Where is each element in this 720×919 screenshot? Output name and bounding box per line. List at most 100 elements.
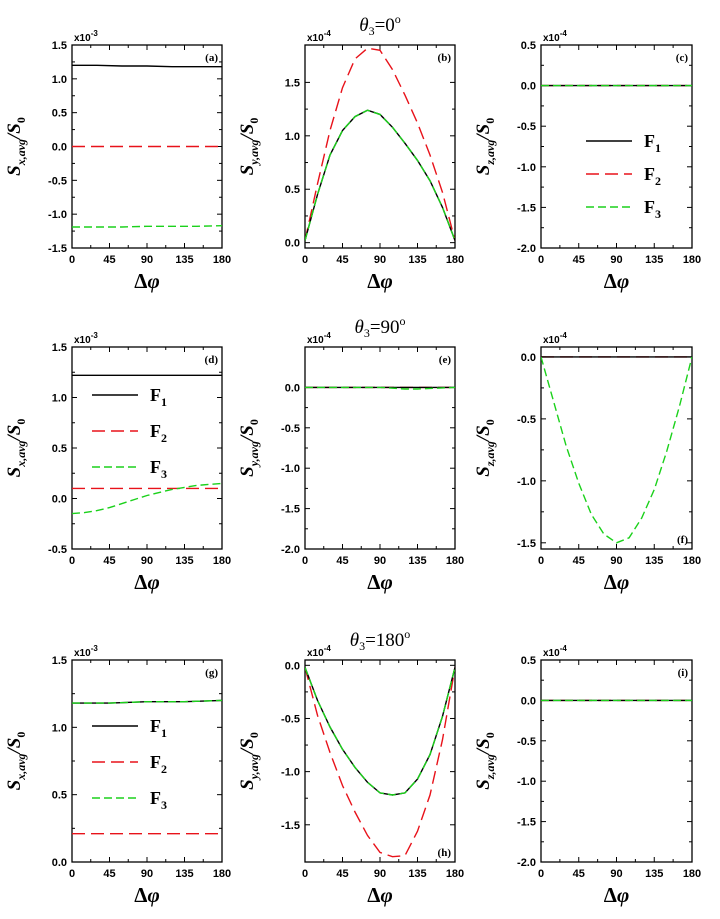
x-tick-label: 180: [213, 555, 231, 567]
axis-multiplier: x10-3: [74, 331, 98, 346]
x-label-phi: φ: [617, 570, 629, 594]
x-tick-label: 45: [103, 868, 115, 880]
panel-c: 0 45 90 135 180 -2.0 -1.5 -1.0 -0.5 0.0 0.5 x10-4 (c…: [473, 29, 701, 293]
x-tick-label: 135: [408, 555, 426, 567]
row-title: θ3=0o: [359, 12, 401, 38]
y-tick-label: 0.0: [52, 142, 67, 154]
degree: o: [400, 314, 406, 328]
series-line-f3: [541, 356, 692, 544]
y-label-S: S: [237, 165, 258, 176]
y-label-slash: /S: [237, 124, 258, 142]
legend-label: F2: [150, 752, 167, 776]
y-label-slash: /S: [4, 738, 25, 756]
y-tick-label: 1.5: [52, 655, 67, 667]
y-tick-label: 1.5: [52, 40, 67, 52]
y-axis-label: Sz,avg/S0: [473, 419, 497, 476]
y-label-sub0: 0: [14, 419, 28, 425]
panel-label: (e): [439, 354, 452, 366]
y-tick-label: -1.5: [517, 538, 536, 550]
y-tick-label: 1.5: [285, 77, 300, 89]
x-label-delta: Δ: [367, 570, 380, 594]
y-tick-label: 0.5: [52, 108, 67, 120]
multiplier-exponent: -4: [324, 644, 332, 653]
x-label-delta: Δ: [134, 269, 147, 293]
y-tick-label: 0.0: [52, 494, 67, 506]
legend-label: F3: [150, 788, 167, 812]
y-tick-label: 0.5: [521, 655, 536, 667]
series-line-f3: [72, 225, 222, 228]
y-tick-label: -1.0: [517, 476, 536, 488]
x-label-delta: Δ: [604, 570, 617, 594]
legend-F: F: [150, 752, 161, 772]
theta-sub: 3: [369, 24, 375, 38]
series-line-f2: [305, 47, 455, 241]
y-tick-label: -1.5: [517, 202, 536, 214]
y-tick-label: 0.5: [52, 790, 67, 802]
y-tick-label: -1.5: [281, 820, 300, 832]
degree: o: [404, 627, 410, 641]
legend-label: F1: [644, 131, 661, 155]
y-label-S: S: [4, 780, 25, 791]
y-tick-label: 0.0: [52, 857, 67, 869]
y-tick-label: -1.0: [517, 162, 536, 174]
x-tick-label: 135: [408, 868, 426, 880]
y-tick-label: -1.5: [281, 504, 300, 516]
equals: =180: [365, 630, 404, 651]
y-label-S: S: [473, 779, 494, 790]
x-tick-label: 135: [408, 254, 426, 266]
x-axis-label: Δφ: [367, 269, 392, 293]
panel-label: (b): [438, 52, 452, 64]
y-label-slash: /S: [473, 425, 494, 443]
y-axis-label: Sy,avg/S0: [237, 118, 261, 176]
x-tick-label: 90: [610, 254, 622, 266]
y-tick-label: 0.0: [285, 660, 300, 672]
plot-frame: [71, 346, 223, 550]
x-tick-label: 135: [645, 868, 663, 880]
x-tick-label: 135: [645, 555, 663, 567]
x-tick-label: 135: [175, 555, 193, 567]
legend-label: F2: [150, 421, 167, 445]
x-tick-label: 0: [538, 868, 544, 880]
x-tick-label: 180: [213, 868, 231, 880]
x-tick-label: 180: [446, 254, 464, 266]
x-tick-label: 45: [336, 254, 348, 266]
row-title: θ3=90o: [354, 314, 405, 340]
y-label-sub: y,avg: [247, 754, 261, 781]
y-tick-label: -0.5: [48, 175, 67, 187]
multiplier-exponent: -3: [91, 331, 99, 340]
theta: θ: [350, 630, 359, 651]
x-tick-label: 135: [175, 254, 193, 266]
y-label-slash: /S: [4, 425, 25, 443]
y-label-sub: z,avg: [483, 140, 497, 166]
y-label-sub0: 0: [247, 118, 261, 124]
axis-multiplier: x10-4: [543, 29, 567, 44]
x-tick-label: 45: [336, 868, 348, 880]
degree: o: [395, 12, 401, 26]
y-tick-label: 1.0: [52, 74, 67, 86]
legend-sub: 1: [655, 141, 661, 155]
x-label-phi: φ: [147, 269, 159, 293]
x-tick-label: 180: [213, 254, 231, 266]
x-label-phi: φ: [147, 570, 159, 594]
x-label-delta: Δ: [134, 883, 147, 907]
y-tick-label: -1.5: [517, 817, 536, 829]
x-tick-label: 0: [69, 555, 75, 567]
x-tick-label: 0: [302, 254, 308, 266]
x-tick-label: 0: [302, 868, 308, 880]
series-line-f3: [72, 699, 222, 704]
x-tick-label: 135: [645, 254, 663, 266]
y-axis-label: Sz,avg/S0: [473, 732, 497, 789]
y-label-sub: z,avg: [483, 441, 497, 467]
y-tick-label: 0.0: [285, 238, 300, 250]
x-label-delta: Δ: [367, 269, 380, 293]
series-line-f1: [305, 667, 455, 796]
y-tick-label: -0.5: [517, 736, 536, 748]
y-label-sub: z,avg: [483, 754, 497, 780]
y-label-S: S: [237, 466, 258, 477]
y-label-sub0: 0: [247, 419, 261, 425]
panel-a: 0 45 90 135 180 -1.5 -1.0 -0.5 0.0 0.5 1.0 1.5 x10-3…: [4, 29, 231, 293]
legend-label: F1: [150, 716, 167, 740]
y-tick-label: 0.0: [285, 382, 300, 394]
y-tick-label: 0.0: [521, 695, 536, 707]
x-label-delta: Δ: [604, 883, 617, 907]
